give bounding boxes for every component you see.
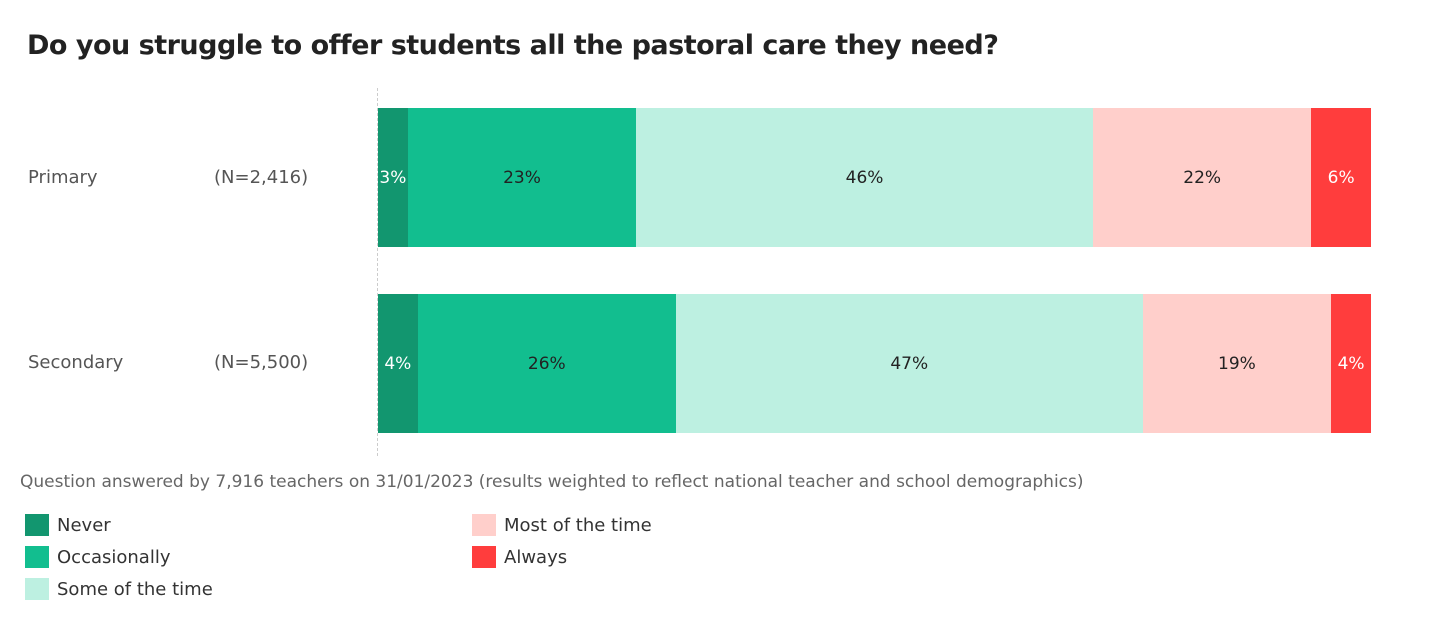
bar-segment-never: 3% [378,108,408,247]
chart-title: Do you struggle to offer students all th… [27,30,999,61]
bar-segment-always: 6% [1311,108,1371,247]
bar-segment-some-of-the-time: 47% [675,294,1143,433]
data-label: 4% [1337,353,1365,374]
bar-segment-occasionally: 26% [417,294,676,433]
bar-segment-most-of-the-time: 22% [1092,108,1312,247]
legend-label: Occasionally [57,546,171,568]
legend-label: Always [504,546,568,568]
legend-swatch [25,514,49,536]
legend-swatch [25,546,49,568]
chart-note: Question answered by 7,916 teachers on 3… [20,472,1084,492]
legend-swatch [25,578,49,600]
data-label: 23% [503,167,541,188]
legend-item: Occasionally [25,546,170,568]
data-label: 6% [1327,167,1355,188]
data-label: 46% [845,167,884,188]
data-label: 19% [1218,353,1256,374]
sample-size-primary: (N=2,416) [214,167,309,188]
bar-segment-never: 4% [378,294,418,433]
legend-swatch [472,546,496,568]
legend-item: Never [25,514,111,536]
legend-swatch [472,514,496,536]
legend-item: Some of the time [25,578,213,600]
legend-item: Most of the time [472,514,652,536]
category-label-primary: Primary [28,167,98,188]
zero-axis-line [377,88,378,456]
sample-size-secondary: (N=5,500) [214,352,309,373]
bar-segment-always: 4% [1331,294,1371,433]
legend-item: Always [472,546,567,568]
bar-segment-occasionally: 23% [407,108,637,247]
data-label: 3% [379,167,407,188]
bar-secondary: 4% 26% 47% 19% 4% [378,294,1371,433]
category-label-secondary: Secondary [28,352,124,373]
data-label: 4% [384,353,412,374]
bar-segment-some-of-the-time: 46% [636,108,1093,247]
data-label: 26% [527,353,566,374]
data-label: 47% [890,353,929,374]
legend-label: Most of the time [504,514,652,536]
legend-label: Never [57,514,111,536]
bar-primary: 3% 23% 46% 22% 6% [378,108,1371,247]
legend-label: Some of the time [57,578,213,600]
data-label: 22% [1183,167,1222,188]
bar-segment-most-of-the-time: 19% [1142,294,1332,433]
